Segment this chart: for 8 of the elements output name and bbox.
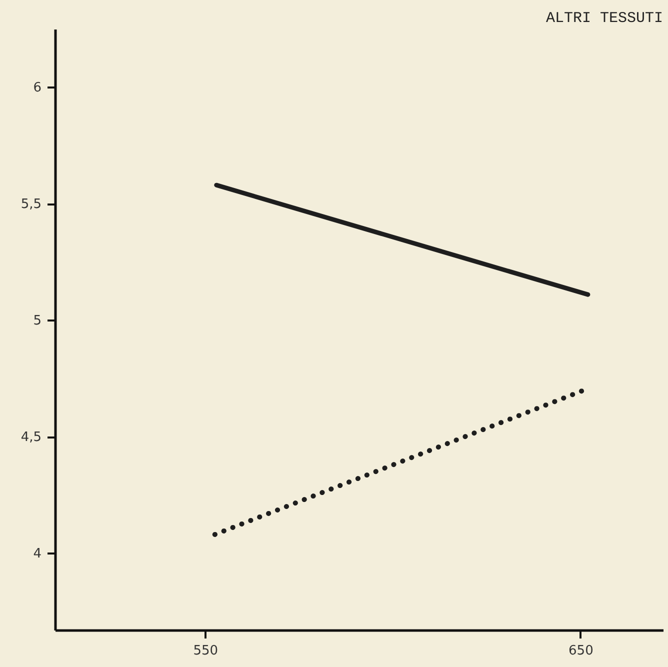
x-tick-label: 650	[568, 644, 594, 658]
chart-title: ALTRI TESSUTI	[546, 10, 663, 27]
y-tick-label: 5	[33, 314, 42, 329]
y-tick-label: 4,5	[20, 430, 42, 446]
y-tick-label: 5,5	[20, 197, 42, 212]
y-tick-label: 4	[33, 546, 42, 562]
y-tick-label: 6	[33, 80, 42, 96]
x-tick-label: 550	[193, 644, 218, 658]
